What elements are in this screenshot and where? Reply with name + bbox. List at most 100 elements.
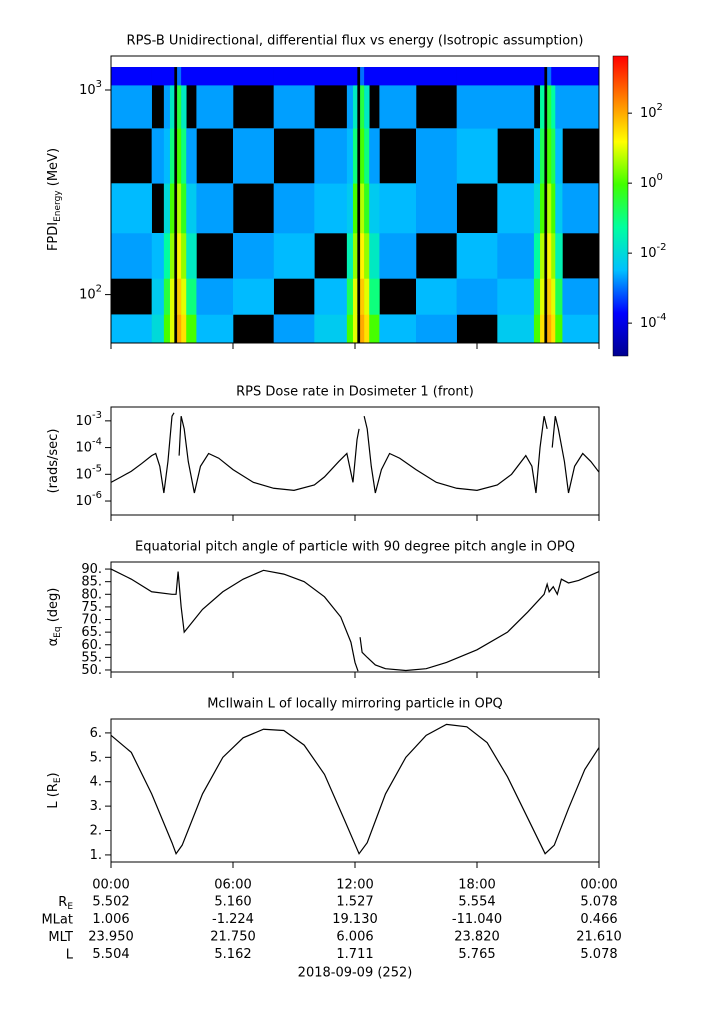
tick-label: 10-2 (640, 242, 667, 261)
spectrogram-cell (314, 314, 348, 344)
spectrogram-cell (163, 183, 171, 234)
spectrogram-cell (181, 314, 187, 344)
spectrogram-cell (360, 67, 365, 86)
spectrogram-cell (151, 233, 165, 279)
ephemeris-value: 23.820 (454, 930, 500, 945)
spectrogram-cell (111, 314, 152, 344)
spectrogram-cell (555, 67, 563, 86)
tick-label-base: 55. (81, 650, 102, 665)
ephemeris-value: 21.750 (210, 930, 256, 945)
spectrogram-cell (151, 278, 165, 315)
ephemeris-value: 5.504 (92, 947, 129, 962)
axis-label-part: ) (46, 772, 61, 777)
x-tick-label: 06:00 (214, 878, 251, 893)
axis-label-part: (deg) (46, 588, 61, 627)
tick-label: 10-6 (75, 490, 102, 509)
spectrogram-cell (177, 314, 182, 344)
spectrogram-cell (233, 67, 274, 86)
spectrogram-cell (540, 314, 545, 344)
spectrogram-cell (352, 233, 358, 279)
spectrogram-cell (352, 278, 358, 315)
spectrogram-cell (360, 128, 365, 184)
spectrogram-cell (181, 278, 187, 315)
ephemeris-value: 6.006 (336, 930, 373, 945)
tick-label: 10-4 (75, 437, 102, 456)
spectrogram-cell (555, 183, 563, 234)
spectrogram-cell (364, 183, 370, 234)
chart-title: McIlwain L of locally mirroring particle… (207, 697, 503, 712)
tick-label: 102 (640, 102, 663, 121)
spectrogram-cell (369, 314, 380, 344)
axis-label: (rads/sec) (46, 429, 61, 494)
spectrogram-cell (177, 183, 182, 234)
tick-label-base: 10 (640, 246, 657, 261)
tick-label-exponent: -3 (92, 410, 102, 421)
tick-label-base: 10 (75, 467, 92, 482)
ephemeris-value: 5.162 (214, 947, 251, 962)
ephemeris-value: 5.078 (580, 947, 617, 962)
spectrogram-cell (163, 314, 171, 344)
tick-label-base: 10 (75, 413, 92, 428)
spectrogram-cell (360, 314, 365, 344)
spectrogram-cell (169, 128, 175, 184)
tick-label: 55. (81, 650, 102, 665)
ephemeris-value: 1.527 (336, 895, 373, 910)
tick-label-base: 10 (79, 287, 96, 302)
spectrogram-cell (181, 233, 187, 279)
spectrogram-cell (111, 233, 152, 279)
spectrogram-cell (547, 67, 552, 86)
spectrogram-cell (456, 128, 498, 184)
spectrogram-cell (540, 128, 545, 184)
spectrogram-cell (186, 183, 197, 234)
tick-label: 10-4 (640, 312, 667, 331)
ephemeris-row-label-text: MLat (41, 912, 73, 927)
spectrogram-cell (551, 233, 556, 279)
spectrogram-cell (416, 128, 457, 184)
ephemeris-value: 23.950 (88, 930, 134, 945)
axis-label-part: (MeV) (46, 148, 61, 190)
spectrogram-cell (177, 67, 182, 86)
ephemeris-row-label-text: MLT (48, 930, 73, 945)
spectrogram-cell (177, 128, 182, 184)
spectrogram-cell (547, 233, 552, 279)
spectrogram-cell (551, 314, 556, 344)
spectrogram-cell (346, 183, 354, 234)
spectrogram-cell (181, 67, 187, 86)
spectrogram-cell (233, 128, 274, 184)
spectrogram-cell (163, 85, 171, 129)
tick-label: 103 (79, 79, 102, 98)
spectrogram-cell (533, 67, 541, 86)
tick-label: 60. (81, 637, 102, 652)
tick-label: 1. (90, 847, 102, 862)
spectrogram-cell (273, 314, 315, 344)
tick-label-base: 10 (640, 106, 657, 121)
spectrogram-cell (352, 67, 358, 86)
spectrogram-cell (163, 233, 171, 279)
spectrogram-cell (416, 183, 457, 234)
spectrogram-cell (497, 85, 535, 129)
axis-label-part: Eq (53, 626, 63, 637)
data-line (110, 412, 600, 494)
tick-label-base: 85. (81, 574, 102, 589)
spectrogram-cell (540, 278, 545, 315)
ephemeris-row-label: MLT (48, 930, 73, 945)
spectrogram-cell (346, 85, 354, 129)
spectrogram-cell (540, 67, 545, 86)
spectrogram-cell (196, 278, 234, 315)
spectrogram-cell (181, 128, 187, 184)
spectrogram-cell (533, 278, 541, 315)
spectrogram-cell (547, 128, 552, 184)
spectrogram-cell (177, 233, 182, 279)
spectrogram-cell (151, 128, 165, 184)
spectrogram-cell (360, 233, 365, 279)
spectrogram-cell (233, 278, 274, 315)
spectrogram-cell (163, 128, 171, 184)
spectrogram-cell (352, 85, 358, 129)
spectrogram-cell (456, 278, 498, 315)
spectrogram-cell (416, 278, 457, 315)
spectrogram-cell (456, 67, 498, 86)
spectrogram-cell (181, 85, 187, 129)
spectrogram-cell (314, 183, 348, 234)
spectrogram-cell (346, 233, 354, 279)
ephemeris-value: 19.130 (332, 912, 378, 927)
